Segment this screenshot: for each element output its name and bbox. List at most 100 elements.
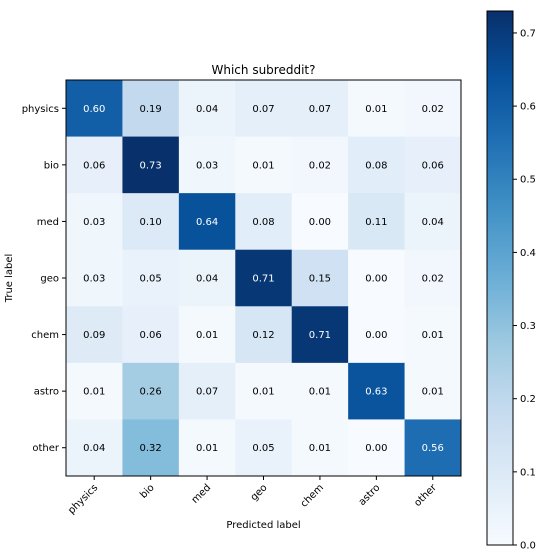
heatmap-cell <box>404 362 462 420</box>
x-axis-ticks: physics bio med geo chem astro other <box>66 476 440 517</box>
y-tick-label: astro <box>34 387 59 398</box>
x-tick-label: med <box>190 482 214 506</box>
heatmap-cell <box>348 306 406 364</box>
cell-value-label: 0.07 <box>252 104 274 115</box>
cell-value-label: 0.05 <box>252 443 274 454</box>
colorbar-tick-label: 0.0 <box>520 541 536 552</box>
colorbar-tick-label: 0.5 <box>520 175 536 186</box>
colorbar-tick-label: 0.3 <box>520 321 536 332</box>
cell-value-label: 0.04 <box>83 443 105 454</box>
cell-value-label: 0.06 <box>83 160 105 171</box>
heatmap-cell <box>66 80 123 138</box>
heatmap-cell <box>404 249 462 307</box>
cell-value-label: 0.01 <box>83 387 105 398</box>
cell-value-label: 0.01 <box>422 330 444 341</box>
cell-value-label: 0.71 <box>309 330 331 341</box>
y-tick-label: med <box>37 217 59 228</box>
cell-value-label: 0.02 <box>309 160 331 171</box>
cell-value-label: 0.32 <box>140 443 162 454</box>
cell-value-label: 0.09 <box>83 330 105 341</box>
cell-value-label: 0.03 <box>83 217 105 228</box>
cell-value-label: 0.00 <box>365 330 387 341</box>
cell-value-label: 0.64 <box>196 217 218 228</box>
heatmap-cell <box>235 306 293 364</box>
cell-value-label: 0.60 <box>83 104 105 115</box>
cell-value-label: 0.19 <box>140 104 162 115</box>
heatmap-cell <box>291 249 349 307</box>
x-tick-label: astro <box>357 482 383 508</box>
heatmap-cell <box>178 362 236 420</box>
heatmap-cell <box>404 419 462 477</box>
cell-value-label: 0.07 <box>196 387 218 398</box>
cell-value-label: 0.07 <box>309 104 331 115</box>
cell-value-label: 0.00 <box>365 443 387 454</box>
y-tick-label: bio <box>44 160 59 171</box>
heatmap-cell <box>404 306 462 364</box>
colorbar-tick-label: 0.4 <box>520 248 536 259</box>
cell-value-label: 0.00 <box>365 274 387 285</box>
chart-title: Which subreddit? <box>212 63 316 77</box>
heatmap-cell <box>178 419 236 477</box>
cell-value-label: 0.04 <box>196 274 218 285</box>
cell-value-label: 0.08 <box>252 217 274 228</box>
heatmap-cell <box>291 193 349 251</box>
x-axis-label: Predicted label <box>226 520 300 531</box>
colorbar-frame <box>486 10 514 546</box>
cell-value-label: 0.04 <box>196 104 218 115</box>
colorbar-gradient <box>487 11 513 545</box>
heatmap-cell <box>66 193 123 251</box>
cell-value-label: 0.10 <box>140 217 162 228</box>
y-tick-label: geo <box>40 274 59 285</box>
x-tick-label: other <box>412 482 439 509</box>
heatmap-cell <box>122 193 180 251</box>
heatmap-cell <box>348 136 406 194</box>
heatmap-cell <box>404 193 462 251</box>
heatmap-cell <box>348 80 406 138</box>
heatmap-cell <box>122 362 180 420</box>
heatmap-cell <box>122 136 180 194</box>
heatmap-cell <box>122 249 180 307</box>
heatmap-cell <box>66 136 123 194</box>
heatmap-cell <box>178 80 236 138</box>
cell-value-label: 0.05 <box>140 274 162 285</box>
heatmap-cell <box>404 136 462 194</box>
heatmap-cell <box>291 80 349 138</box>
cell-value-label: 0.06 <box>422 160 444 171</box>
cell-value-label: 0.02 <box>422 104 444 115</box>
cell-value-label: 0.08 <box>365 160 387 171</box>
cell-value-label: 0.04 <box>422 217 444 228</box>
heatmap-cell <box>178 249 236 307</box>
heatmap-cell <box>235 362 293 420</box>
cell-value-label: 0.11 <box>365 217 387 228</box>
colorbar-tick-label: 0.1 <box>520 467 536 478</box>
heatmap-cell <box>66 419 123 477</box>
y-tick-label: other <box>32 443 60 454</box>
heatmap-cell <box>348 362 406 420</box>
y-axis-ticks: physics bio med geo chem astro other <box>22 104 66 454</box>
colorbar-ticks: 0.0 0.1 0.2 0.3 0.4 0.5 0.6 0.7 <box>513 28 536 552</box>
colorbar-tick-label: 0.7 <box>520 28 536 39</box>
heatmap-cell <box>122 80 180 138</box>
heatmap-cell <box>235 249 293 307</box>
heatmap-cell <box>122 419 180 477</box>
y-tick-label: physics <box>22 104 59 115</box>
cell-value-label: 0.63 <box>365 387 387 398</box>
heatmap-cell <box>66 249 123 307</box>
heatmap-cell <box>291 362 349 420</box>
cell-value-label: 0.12 <box>252 330 274 341</box>
cell-value-label: 0.26 <box>140 387 162 398</box>
cell-value-label: 0.56 <box>422 443 444 454</box>
heatmap-cell <box>348 419 406 477</box>
x-tick-label: geo <box>249 482 270 503</box>
cell-value-label: 0.01 <box>422 387 444 398</box>
cell-value-label: 0.06 <box>140 330 162 341</box>
cell-value-label: 0.01 <box>252 387 274 398</box>
x-tick-label: physics <box>66 482 100 516</box>
heatmap-cell <box>178 136 236 194</box>
cell-value-label: 0.15 <box>309 274 331 285</box>
heatmap-cell <box>235 193 293 251</box>
heatmap-cell <box>122 306 180 364</box>
cell-value-label: 0.01 <box>309 387 331 398</box>
x-tick-label: chem <box>299 482 326 509</box>
